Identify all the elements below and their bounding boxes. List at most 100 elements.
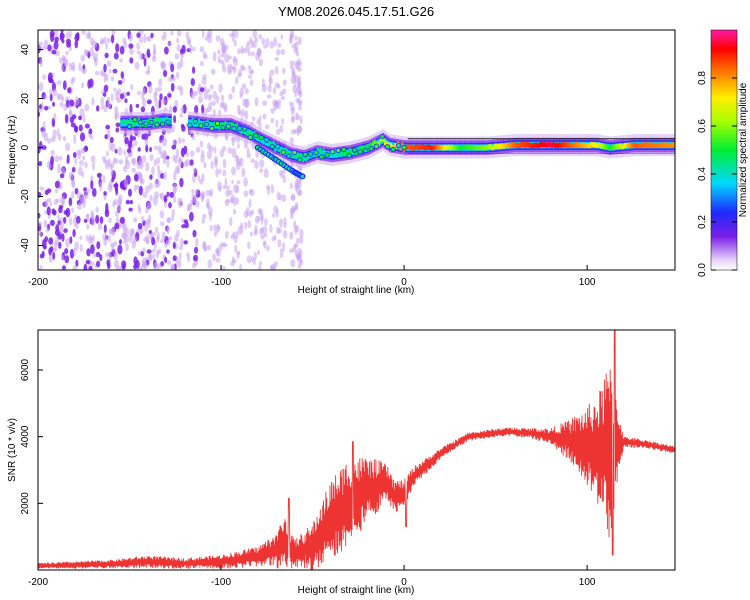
spectrogram-noise-cell bbox=[105, 124, 111, 130]
spectrogram-noise-cell bbox=[82, 155, 86, 161]
spectrogram-noise-cell bbox=[249, 231, 253, 237]
spectrogram-noise-cell bbox=[207, 36, 213, 44]
spectrogram-noise-cell bbox=[66, 154, 70, 164]
spectrogram-noise-cell bbox=[269, 69, 275, 76]
spectrogram-noise-cell bbox=[143, 33, 147, 44]
spectrogram-noise-cell bbox=[263, 44, 267, 49]
spectrogram-frame bbox=[37, 29, 676, 271]
spectrogram-noise-cell bbox=[161, 137, 168, 147]
spectrogram-noise-cell bbox=[163, 194, 168, 203]
spectrogram-noise-cell bbox=[61, 96, 65, 102]
spectrogram-noise-cell bbox=[71, 166, 76, 173]
spectrogram-ridge-cell bbox=[261, 138, 263, 144]
spectrogram-blob-inner bbox=[243, 127, 247, 131]
spectrogram-noise-cell bbox=[131, 157, 137, 166]
spectrogram-noise-cell bbox=[197, 175, 201, 182]
spectrogram-blob-inner bbox=[363, 148, 368, 153]
spectrogram-noise-cell bbox=[60, 30, 64, 34]
spectrogram-noise-cell bbox=[157, 248, 162, 255]
spectrogram-noise-cell bbox=[269, 40, 275, 49]
spectrogram-noise-cell bbox=[234, 30, 239, 39]
spectrogram-noise-cell bbox=[99, 39, 105, 45]
spectrogram-noise-cell bbox=[156, 180, 161, 188]
spectrogram-ridge-cell bbox=[165, 116, 168, 122]
spectrogram-noise-cell bbox=[249, 37, 253, 43]
spectrogram-noise-cell bbox=[213, 230, 218, 237]
spectrogram-noise-cell bbox=[225, 230, 229, 239]
spectrogram-noise-cell bbox=[83, 218, 88, 223]
spectrogram-ridge-cell bbox=[495, 143, 498, 149]
spectrogram-noise-cell bbox=[136, 90, 142, 95]
spectrogram-ridge-cell bbox=[647, 142, 650, 148]
spectrogram-noise-cell bbox=[240, 66, 247, 71]
spectrogram-noise-cell bbox=[234, 76, 239, 85]
spectrogram-ridge-cell bbox=[304, 156, 307, 162]
spectrogram-noise-cell bbox=[207, 259, 213, 269]
spectrogram-noise-cell bbox=[63, 216, 67, 224]
spectrogram-noise-cell bbox=[266, 94, 272, 99]
spectrogram-noise-cell bbox=[178, 245, 183, 251]
spectrogram-noise-cell bbox=[232, 208, 237, 215]
spectrogram-noise-cell bbox=[108, 217, 112, 224]
spectrogram-noise-cell bbox=[252, 30, 258, 39]
spectrogram-noise-cell bbox=[298, 104, 303, 111]
spectrogram-noise-cell bbox=[145, 144, 149, 153]
spectrogram-ridge-cell bbox=[509, 143, 512, 149]
spectrogram-ridge-cell bbox=[543, 142, 546, 148]
spectrogram-noise-cell bbox=[148, 253, 153, 262]
spectrogram-ridge-cell bbox=[507, 143, 509, 149]
spectrogram-ridge-cell bbox=[669, 143, 672, 149]
spectrogram-blob-inner bbox=[160, 122, 165, 126]
spectrogram-noise-cell bbox=[281, 118, 285, 125]
spectrogram-ridge-cell bbox=[641, 143, 644, 149]
spectrogram-blob-inner bbox=[221, 125, 225, 130]
spectrogram-noise-cell bbox=[164, 242, 168, 248]
spectrogram-noise-cell bbox=[53, 113, 57, 121]
spectrogram-noise-cell bbox=[209, 84, 214, 90]
spectrogram-noise-cell bbox=[79, 132, 86, 142]
spectrogram-noise-cell bbox=[167, 93, 172, 98]
spectrogram-noise-cell bbox=[276, 49, 281, 56]
spectrogram-noise-cell bbox=[74, 188, 79, 195]
spectrogram-noise-cell bbox=[55, 236, 59, 246]
spectrogram-ridge-cell bbox=[659, 142, 662, 148]
spectrogram-blob-inner bbox=[352, 148, 357, 152]
spectrogram-noise-cell bbox=[277, 228, 283, 234]
spectrogram-noise-cell bbox=[142, 192, 148, 199]
spectrogram-noise-cell bbox=[187, 254, 191, 263]
spectrogram-noise-cell bbox=[281, 194, 287, 203]
spectrogram-ridge-cell bbox=[568, 142, 571, 147]
spectrogram-noise-cell bbox=[128, 43, 134, 49]
spectrogram-noise-cell bbox=[112, 157, 117, 165]
spectrogram-noise-cell bbox=[141, 154, 147, 163]
spectrogram-noise-cell bbox=[175, 148, 180, 159]
spectrogram-noise-cell bbox=[221, 100, 225, 108]
spectrogram-noise-cell bbox=[152, 196, 159, 206]
spectrogram-noise-cell bbox=[48, 247, 52, 256]
spectrogram-noise-cell bbox=[191, 189, 195, 194]
spectrogram-noise-cell bbox=[262, 100, 268, 106]
spectrogram-blob-inner bbox=[396, 143, 401, 148]
spectrogram-noise-cell bbox=[250, 158, 256, 163]
spectrogram-noise-cell bbox=[109, 136, 114, 144]
spectrogram-noise-cell bbox=[194, 188, 199, 195]
spectrogram-ridge-cell bbox=[564, 142, 567, 148]
spectrogram-noise-cell bbox=[103, 63, 107, 73]
spectrogram-blob-inner bbox=[215, 121, 220, 126]
spectrogram-noise-cell bbox=[157, 145, 162, 155]
spectrogram-noise-cell bbox=[137, 250, 141, 257]
spectrogram-noise-cell bbox=[66, 30, 70, 41]
spectrogram-noise-cell bbox=[72, 152, 77, 158]
spectrogram-ridge-cell bbox=[372, 141, 375, 147]
spectrogram-ridge-cell bbox=[530, 143, 533, 149]
spectrogram-noise-cell bbox=[92, 161, 95, 171]
spectrogram-noise-cell bbox=[84, 50, 89, 56]
spectrogram-ridge-cell bbox=[649, 143, 651, 149]
spectrogram-noise-cell bbox=[65, 58, 69, 68]
spectrogram-noise-cell bbox=[180, 52, 184, 59]
spectrogram-ridge-cell bbox=[517, 142, 520, 148]
spectrogram-noise-cell bbox=[57, 163, 61, 174]
spectrogram-noise-cell bbox=[181, 44, 186, 55]
spectrogram-noise-cell bbox=[141, 215, 145, 223]
spectrogram-noise-cell bbox=[74, 241, 79, 251]
